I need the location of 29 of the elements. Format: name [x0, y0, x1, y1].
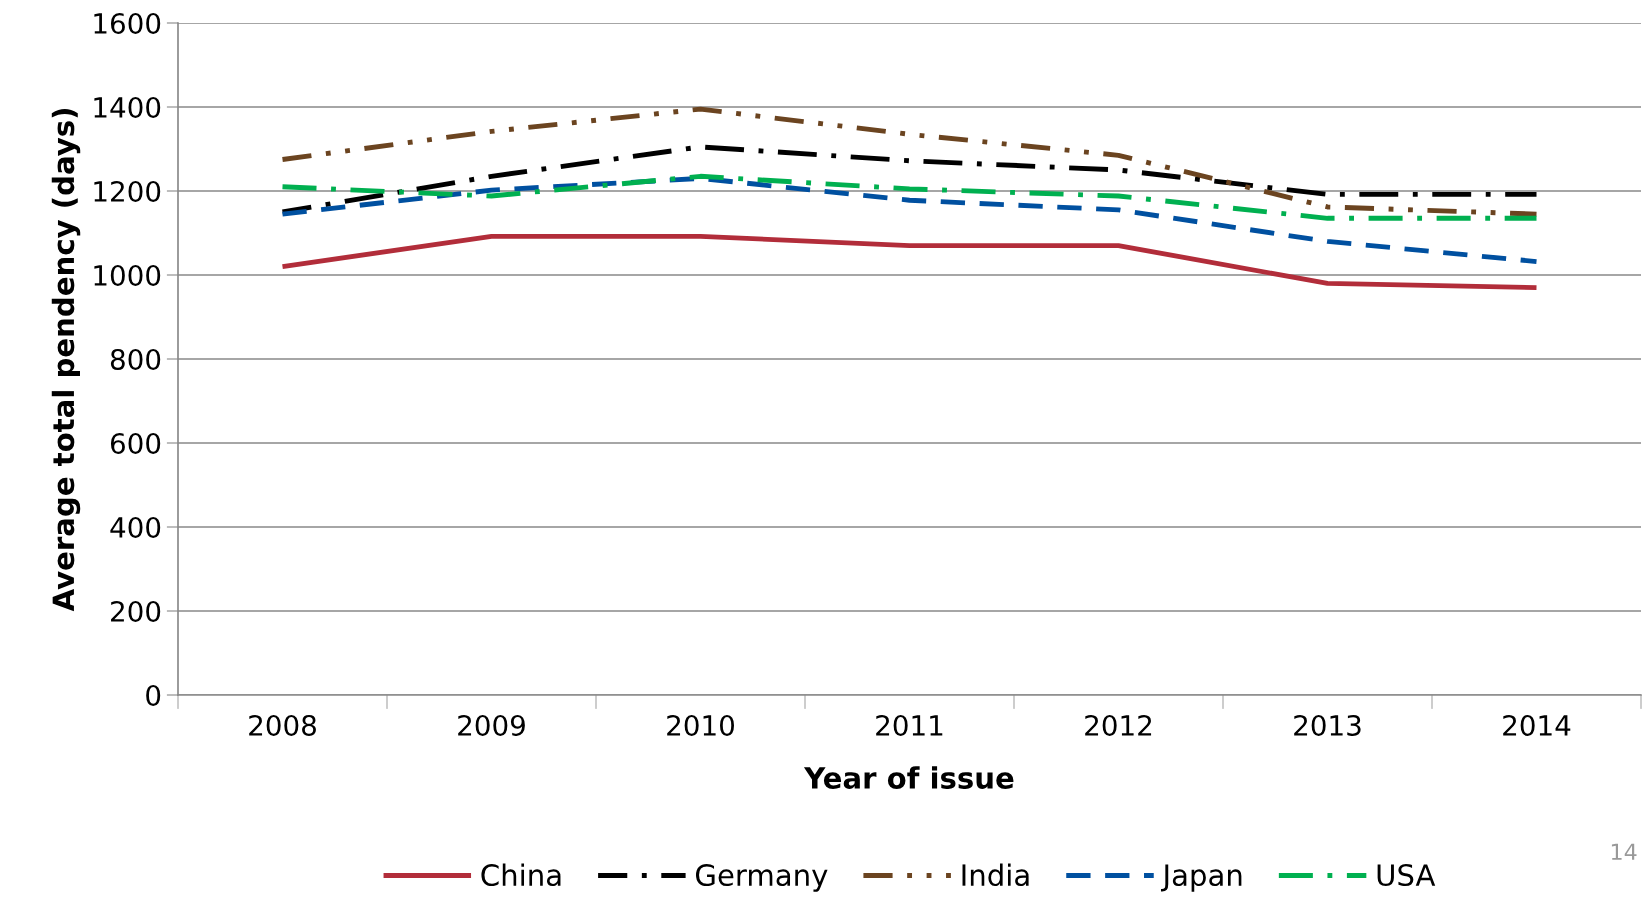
x-tick-label: 2013: [1294, 714, 1361, 736]
legend-label: India: [962, 863, 1029, 887]
x-tick-label: 2010: [667, 714, 734, 736]
text: 14: [1611, 843, 1637, 860]
legend-label: USA: [1377, 864, 1436, 887]
y-tick-label: 200: [111, 600, 161, 622]
legend-label: China: [481, 863, 561, 887]
line-series: [280, 175, 1539, 264]
y-tick-label: 1400: [94, 96, 161, 118]
y-tick-label: 800: [110, 348, 161, 370]
line-series: [280, 233, 1539, 291]
y-tick-label: 600: [110, 432, 161, 454]
x-tick-label: 2009: [458, 714, 525, 736]
y-tick-label: 400: [110, 516, 161, 538]
x-tick-label: 2014: [1503, 714, 1571, 736]
line-series: [280, 106, 1539, 217]
y-tick-label: 1200: [94, 180, 161, 202]
line-series: [280, 173, 1539, 221]
x-tick-label: 2008: [249, 714, 316, 736]
line-series: [280, 144, 1539, 215]
y-tick-label: 0: [146, 684, 161, 706]
legend-label: Japan: [1160, 864, 1242, 892]
x-tick-label: 2011: [876, 714, 943, 736]
x-tick-label: 2012: [1085, 714, 1152, 736]
y-tick-label: 1000: [94, 264, 161, 286]
y-tick-label: 1600: [94, 12, 161, 34]
y-axis-title: Average total pendency (days): [51, 109, 81, 612]
legend-label: Germany: [695, 864, 828, 892]
x-axis-title: Year of issue: [803, 766, 1014, 789]
